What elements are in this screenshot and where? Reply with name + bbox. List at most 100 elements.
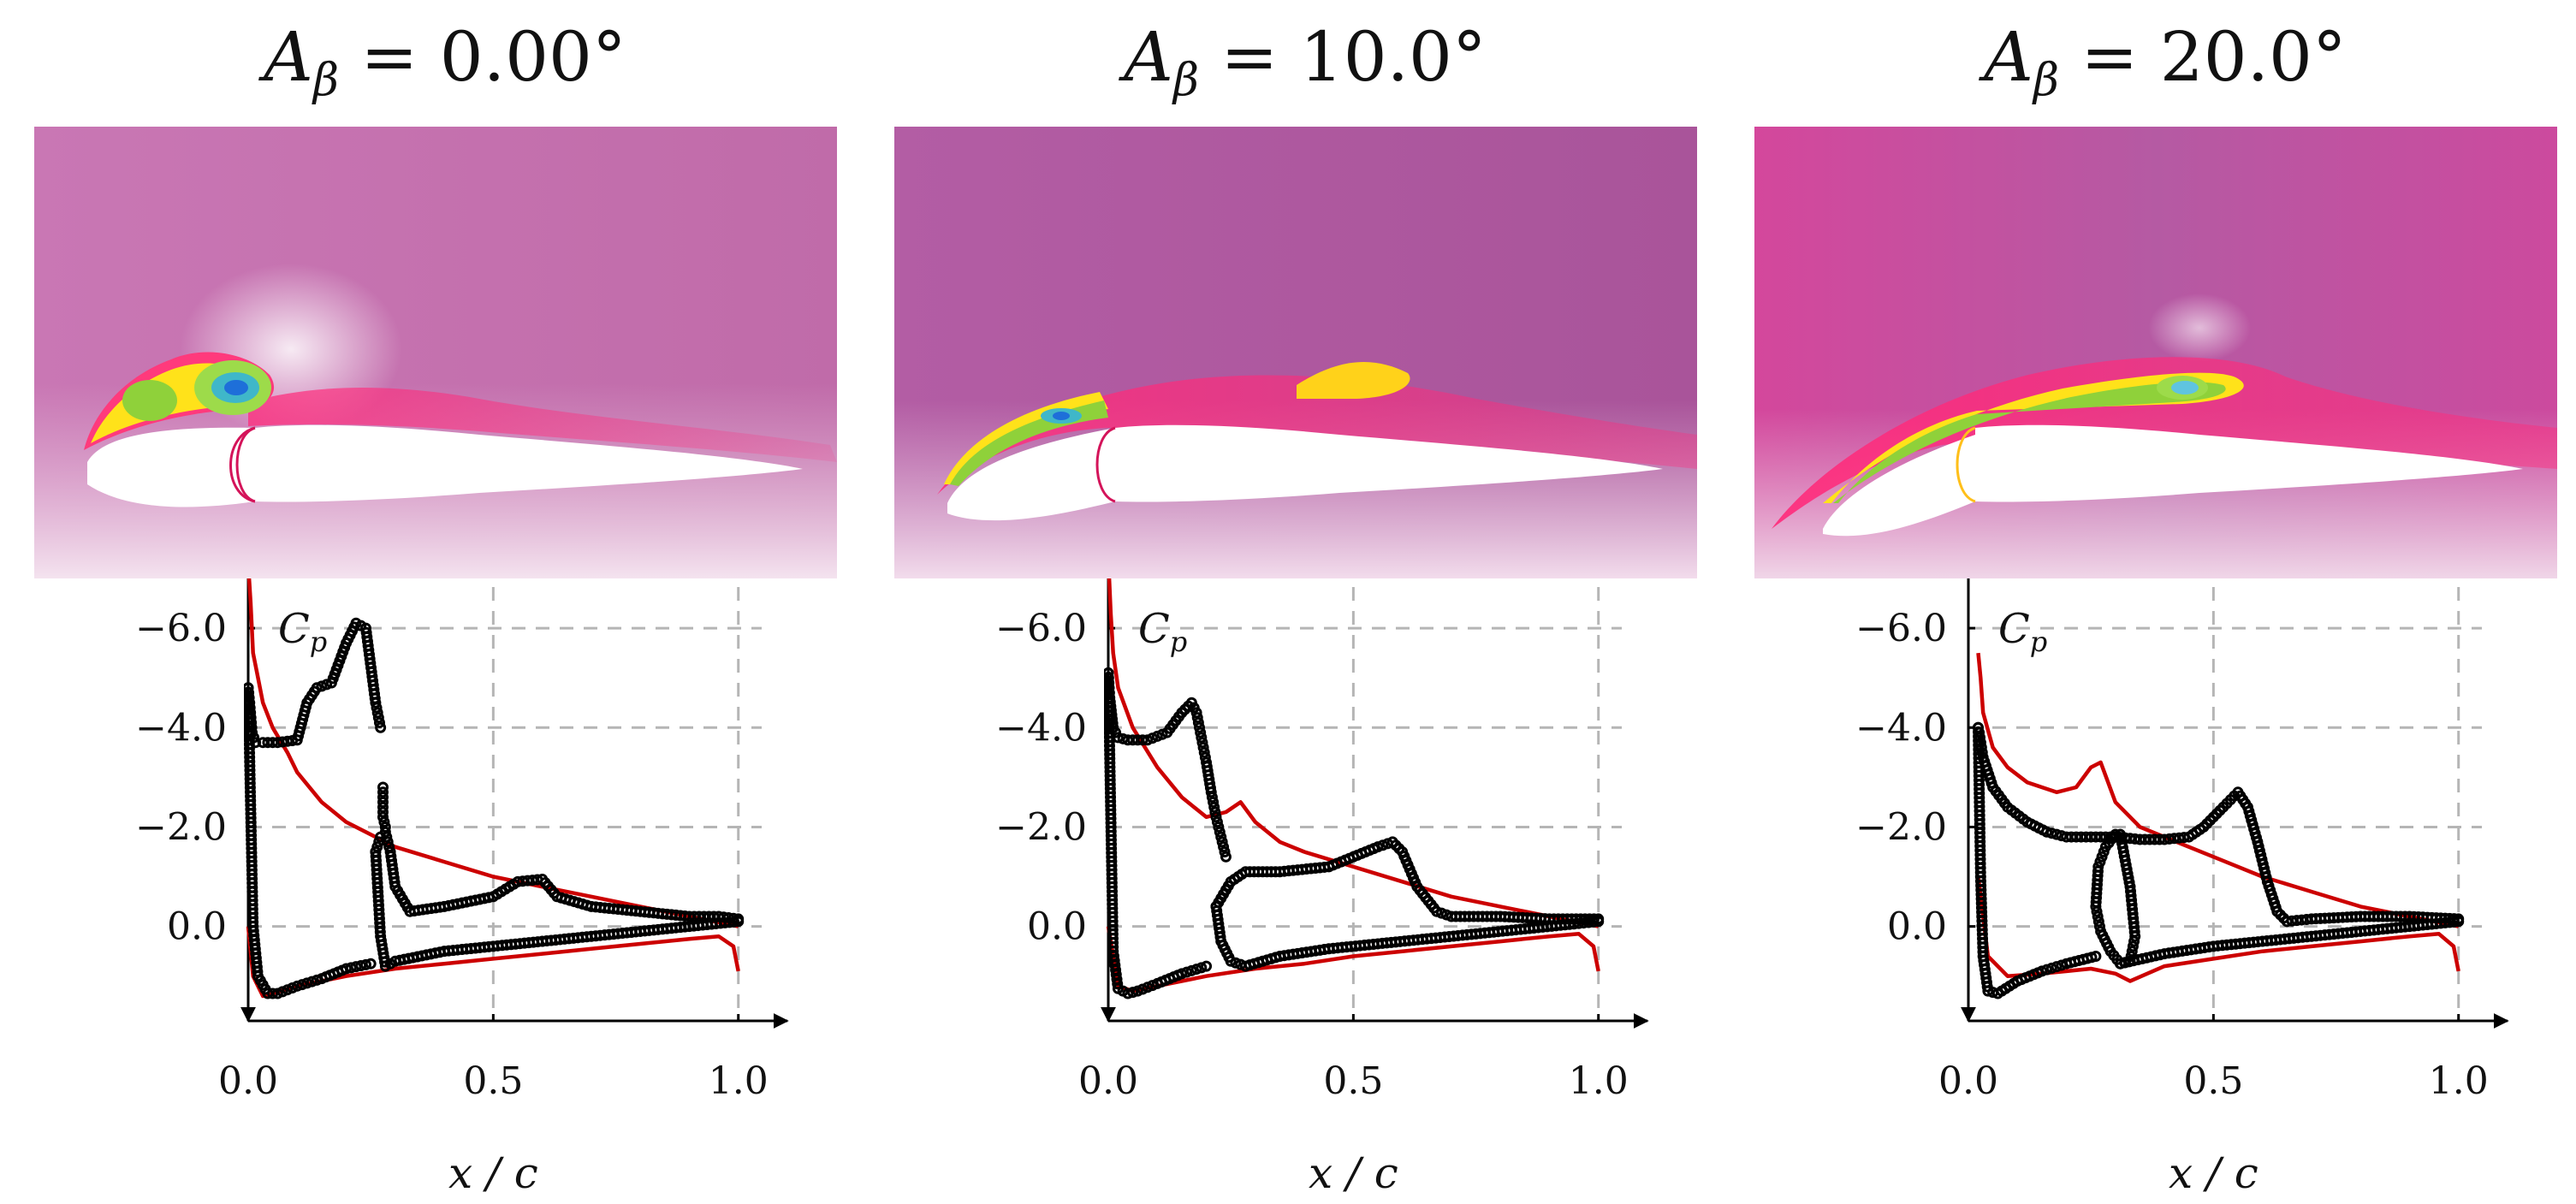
data-point	[311, 974, 323, 986]
data-point	[377, 801, 389, 813]
data-point	[378, 816, 390, 828]
cp-chart-2: 0.0 0.5 1.0 −6.0 −4.0 −2.0 0.0 Cp x / c	[1855, 578, 2509, 1198]
data-point	[371, 702, 383, 714]
data-point	[1206, 792, 1218, 804]
data-point	[2036, 965, 2048, 977]
title-symbol: A	[1984, 17, 2033, 97]
data-point	[373, 716, 385, 728]
data-point	[2115, 828, 2127, 840]
flap-separation-region	[1297, 362, 1410, 399]
data-point	[377, 796, 389, 808]
series-markers-4	[1210, 900, 1605, 972]
flow-highlight	[2148, 294, 2251, 362]
main-leading-edge	[1095, 426, 1116, 503]
cp-chart-0: 0.0 0.5 1.0 −6.0 −4.0 −2.0 0.0 Cp x / c	[135, 578, 789, 1198]
data-point	[1191, 712, 1203, 724]
slat-element	[1823, 435, 1975, 537]
series-markers-4	[370, 826, 745, 925]
y-tick-label: −4.0	[995, 706, 1087, 750]
data-point	[2092, 910, 2104, 922]
title-subscript: β	[1172, 55, 1199, 106]
data-point	[371, 707, 383, 719]
title-symbol: A	[264, 17, 313, 97]
x-axis-label: x / c	[448, 1148, 538, 1198]
data-point	[301, 977, 313, 989]
panel-title: Aβ = 10.0°	[894, 17, 1716, 106]
data-point	[1210, 811, 1222, 823]
data-point	[1214, 826, 1226, 838]
y-axis-label: Cp	[1138, 605, 1187, 658]
main-element	[255, 424, 803, 502]
x-tick-label: 0.5	[2183, 1059, 2243, 1103]
data-point	[1190, 707, 1202, 719]
data-point	[2051, 961, 2063, 973]
data-point	[2056, 830, 2068, 842]
data-point	[1137, 734, 1149, 746]
title-value: = 0.00°	[338, 17, 626, 97]
data-point	[1194, 721, 1206, 733]
data-point	[1127, 987, 1139, 999]
y-tick-label: −6.0	[1855, 607, 1947, 650]
data-point	[370, 697, 382, 709]
x-tick-label: 0.5	[1323, 1059, 1383, 1103]
x-axis-label: x / c	[2169, 1148, 2258, 1198]
data-point	[345, 962, 357, 974]
y-tick-label: −4.0	[1855, 706, 1947, 750]
x-tick-label: 1.0	[2429, 1059, 2489, 1103]
data-point	[2041, 826, 2053, 838]
data-point	[377, 786, 389, 798]
data-point	[1578, 917, 1590, 929]
data-point	[2448, 916, 2460, 928]
data-point	[1209, 806, 1221, 818]
data-point	[517, 875, 529, 887]
data-point	[2090, 950, 2102, 962]
data-point	[1122, 988, 1134, 999]
data-point	[377, 781, 389, 793]
separation-region	[1823, 372, 2244, 503]
data-point	[1196, 732, 1208, 744]
y-tick-label: −6.0	[995, 607, 1087, 650]
y-axis-label: Cp	[278, 605, 327, 658]
data-point	[1205, 786, 1217, 798]
plot-area	[244, 578, 745, 999]
main-leading-edge	[1956, 426, 1976, 503]
data-point	[1208, 796, 1220, 808]
data-point	[2051, 828, 2063, 840]
flow-field-2	[1754, 127, 2557, 578]
series-markers-2	[1972, 721, 2465, 928]
panel-title: Aβ = 20.0°	[1754, 17, 2576, 106]
data-point	[2169, 833, 2181, 845]
data-point	[2295, 914, 2307, 926]
x-axis-label: x / c	[1309, 1148, 1398, 1198]
data-point	[1112, 978, 1124, 990]
data-point	[375, 721, 387, 733]
data-point	[377, 792, 389, 804]
data-point	[1582, 916, 1594, 928]
data-point	[1117, 732, 1129, 744]
data-point	[1181, 966, 1193, 978]
data-point	[341, 963, 353, 975]
x-tick-label: 0.0	[1938, 1059, 1998, 1103]
slat-trailing-edge	[229, 426, 256, 503]
data-point	[733, 916, 745, 928]
x-tick-label: 1.0	[1569, 1059, 1629, 1103]
data-point	[1588, 916, 1600, 928]
series-markers-6	[244, 682, 377, 999]
data-point	[2045, 827, 2057, 839]
flow-wake	[1772, 357, 2557, 529]
data-point	[271, 737, 283, 749]
slat-element	[947, 428, 1115, 521]
y-tick-label: 0.0	[167, 905, 227, 949]
data-point	[355, 960, 367, 972]
data-point	[1215, 831, 1227, 843]
x-tick-label: 0.0	[218, 1059, 278, 1103]
series-markers-3	[1210, 836, 1605, 925]
plot-area	[1972, 652, 2465, 999]
series-line-1	[246, 926, 740, 999]
data-point	[372, 712, 384, 724]
plot-area	[1104, 578, 1605, 999]
data-point	[1593, 916, 1605, 928]
data-point	[1568, 918, 1580, 930]
data-point	[2091, 905, 2103, 917]
series-line-0	[1107, 578, 1600, 928]
